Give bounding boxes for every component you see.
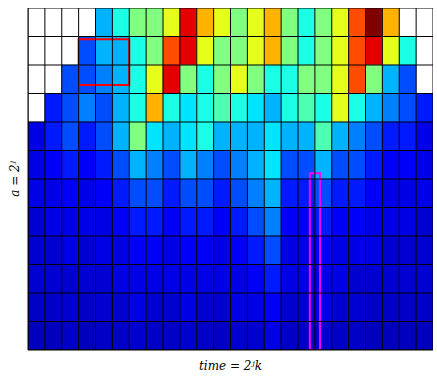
- svg-text:a = 2ʲ: a = 2ʲ: [8, 160, 22, 196]
- svg-text:time = 2ʲk: time = 2ʲk: [199, 359, 262, 373]
